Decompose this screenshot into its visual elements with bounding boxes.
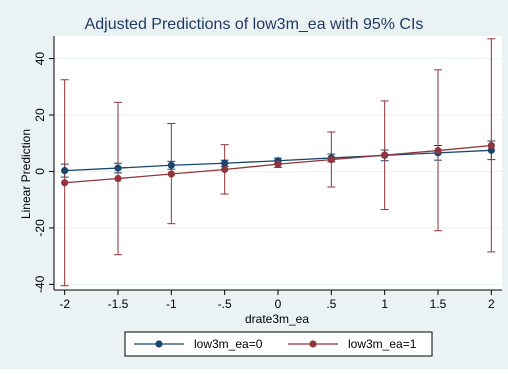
data-point	[327, 156, 335, 164]
x-tick-label: 1	[381, 297, 388, 311]
x-tick-label: -1.5	[108, 297, 129, 311]
grid-layer	[54, 58, 502, 285]
chart-title: Adjusted Predictions of low3m_ea with 95…	[85, 16, 424, 33]
y-tick-label: -20	[33, 219, 47, 237]
legend-label-1: low3m_ea=1	[348, 337, 417, 351]
y-tick-label: 20	[33, 108, 47, 122]
legend-swatch-marker-1	[309, 340, 317, 348]
data-point	[221, 165, 229, 174]
legend-swatch-marker-0	[155, 340, 163, 348]
y-tick-label: -40	[33, 275, 47, 293]
y-axis-label: Linear Prediction	[19, 129, 33, 219]
data-point	[167, 170, 175, 178]
data-point	[274, 160, 282, 168]
data-point	[114, 174, 122, 183]
legend: low3m_ea=0 low3m_ea=1	[124, 331, 433, 357]
legend-label-0: low3m_ea=0	[194, 337, 263, 351]
data-point	[434, 146, 442, 155]
x-tick-label: 0	[275, 297, 282, 311]
x-tick-label: -2	[59, 297, 70, 311]
data-point	[381, 151, 389, 159]
x-tick-label: 2	[488, 297, 495, 311]
x-tick-label: -1	[166, 297, 177, 311]
x-tick-label: -.5	[218, 297, 232, 311]
data-point	[221, 159, 229, 167]
data-point	[61, 167, 69, 175]
data-point	[114, 164, 122, 172]
marker-layer	[61, 141, 495, 187]
x-tick-label: .5	[326, 297, 336, 311]
y-tick-label: 40	[33, 52, 47, 66]
y-tick-label: 0	[33, 168, 47, 175]
data-point	[167, 161, 175, 169]
data-point	[61, 179, 69, 187]
data-point	[487, 141, 495, 150]
axis-layer: -40 -20 0 20 40 -2 -1.5 -1 -.5 0 .5 1 1.5 2	[33, 36, 502, 311]
x-axis-label: drate3m_ea	[245, 312, 309, 326]
x-tick-label: 1.5	[430, 297, 447, 311]
